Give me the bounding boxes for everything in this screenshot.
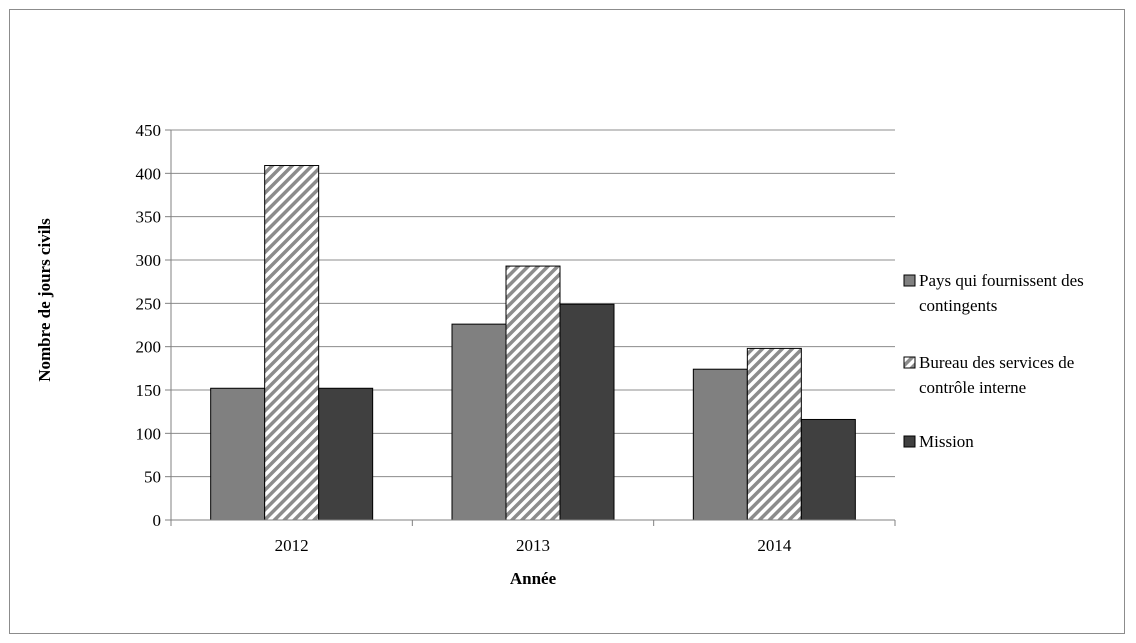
- y-tick-label: 0: [153, 511, 162, 530]
- legend-label: contingents: [919, 296, 997, 315]
- bar: [559, 303, 615, 521]
- tick-labels: 0 50 100 150 200 250 300 350 400 450 2012 2013 2014: [136, 121, 792, 555]
- y-tick-label: 400: [136, 164, 162, 183]
- axes: [165, 129, 896, 526]
- y-tick-label: 350: [136, 208, 162, 227]
- y-axis-label: Nombre de jours civils: [35, 218, 54, 382]
- bar: [746, 347, 802, 521]
- legend-swatch: [903, 356, 916, 369]
- x-tick-label: 2012: [275, 536, 309, 555]
- y-tick-label: 250: [136, 294, 162, 313]
- y-tick-label: 150: [136, 381, 162, 400]
- bar: [318, 387, 374, 521]
- x-axis-label: Année: [510, 569, 557, 588]
- bar: [264, 165, 320, 521]
- legend-label: Mission: [919, 432, 974, 451]
- bar: [505, 265, 561, 521]
- y-tick-label: 100: [136, 424, 162, 443]
- bar: [692, 368, 748, 521]
- bar: [800, 418, 856, 521]
- bar: [451, 323, 507, 521]
- legend-label: Pays qui fournissent des: [919, 271, 1084, 290]
- y-tick-label: 450: [136, 121, 162, 140]
- x-tick-label: 2013: [516, 536, 550, 555]
- bars: [210, 165, 856, 521]
- legend-swatch: [903, 435, 916, 448]
- legend-swatch: [903, 274, 916, 287]
- y-tick-label: 200: [136, 338, 162, 357]
- legend: Pays qui fournissent des contingents Burea…: [903, 271, 1084, 451]
- bar: [210, 387, 266, 521]
- legend-label: Bureau des services de: [919, 353, 1074, 372]
- x-tick-label: 2014: [757, 536, 792, 555]
- y-tick-label: 300: [136, 251, 162, 270]
- y-tick-label: 50: [144, 468, 161, 487]
- legend-label: contrôle interne: [919, 378, 1026, 397]
